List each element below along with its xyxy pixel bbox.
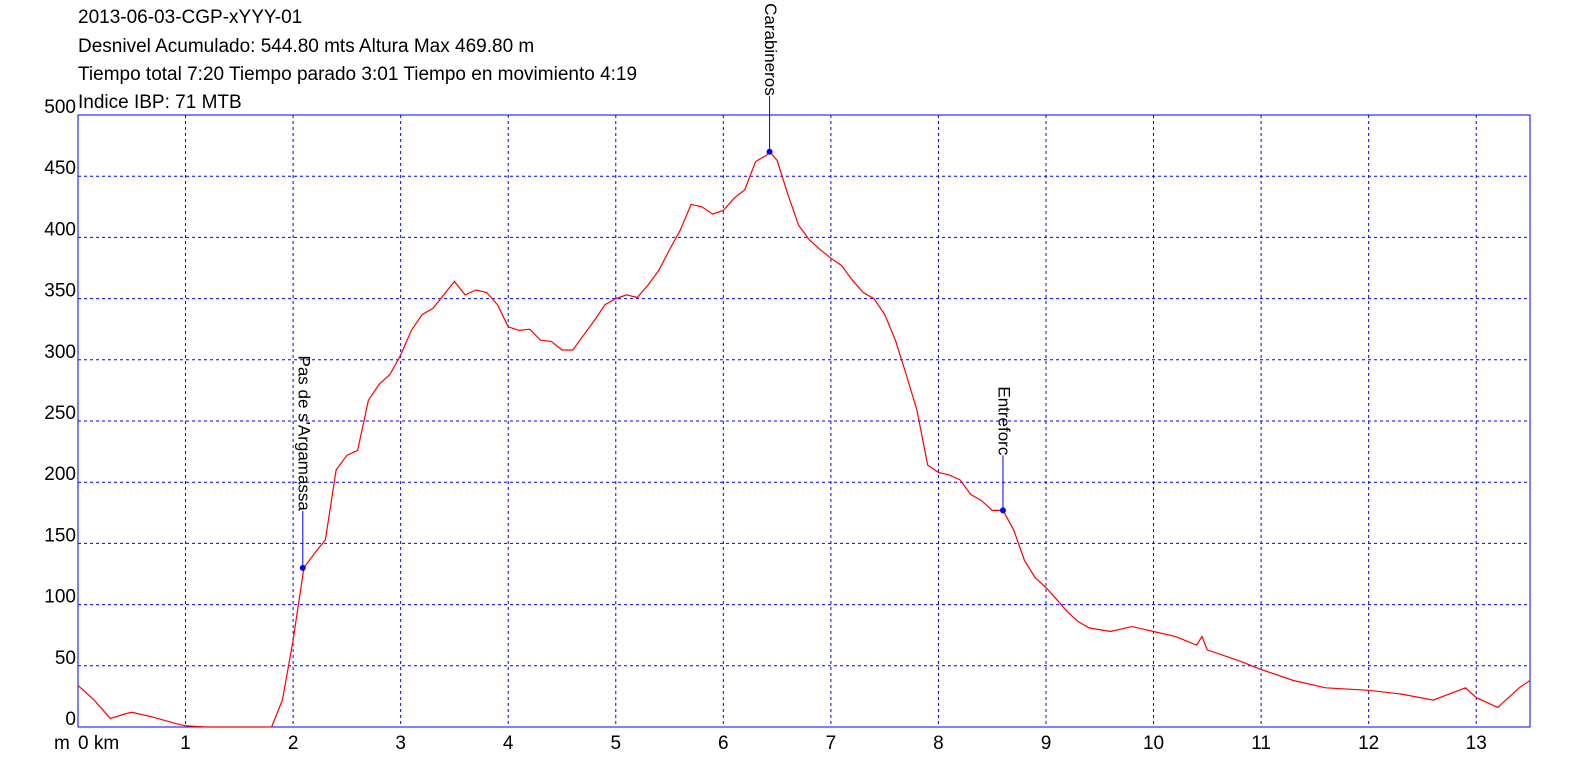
x-tick-label: 9 [1041,733,1052,754]
y-tick-label: 200 [44,464,76,485]
y-tick-label: 400 [44,219,76,240]
title-line: Desnivel Acumulado: 544.80 mts Altura Ma… [78,36,534,57]
x-tick-label: 12 [1358,733,1379,754]
y-tick-label: 100 [44,587,76,608]
y-tick-label: 150 [44,525,76,546]
y-tick-label: 500 [44,97,76,118]
y-tick-label: 350 [44,281,76,302]
annotation-label: Entreforc [994,386,1013,455]
waypoint [299,564,306,571]
elevation-line [77,150,1531,728]
x-tick-label: 13 [1466,733,1487,754]
title-line: Tiempo total 7:20 Tiempo parado 3:01 Tie… [78,64,637,85]
x-tick-label: 8 [933,733,944,754]
x-tick-label: 2 [288,733,299,754]
x-tick-label: 6 [718,733,729,754]
waypoint [766,148,773,155]
title-line: 2013-06-03-CGP-xYYY-01 [78,7,302,28]
annotation-label: Cuartel de Carabineros [761,0,780,96]
x-tick-label: 7 [826,733,837,754]
x-tick-label: 0 km [78,733,119,754]
x-tick-label: 5 [610,733,621,754]
x-tick-label: 10 [1143,733,1164,754]
y-tick-label: 0 [65,709,76,730]
x-tick-label: 1 [180,733,191,754]
y-tick-label: 50 [55,648,76,669]
waypoint [999,507,1006,514]
x-tick-label: 3 [395,733,406,754]
title-line: Indice IBP: 71 MTB [78,92,242,113]
y-axis-label: m [54,733,70,754]
y-tick-label: 450 [44,158,76,179]
x-tick-label: 4 [503,733,514,754]
x-tick-label: 11 [1251,733,1271,754]
y-tick-label: 250 [44,403,76,424]
plot-border [77,114,1531,728]
annotation-label: Pas de s'Argamassa [294,356,313,512]
y-tick-label: 300 [44,342,76,363]
